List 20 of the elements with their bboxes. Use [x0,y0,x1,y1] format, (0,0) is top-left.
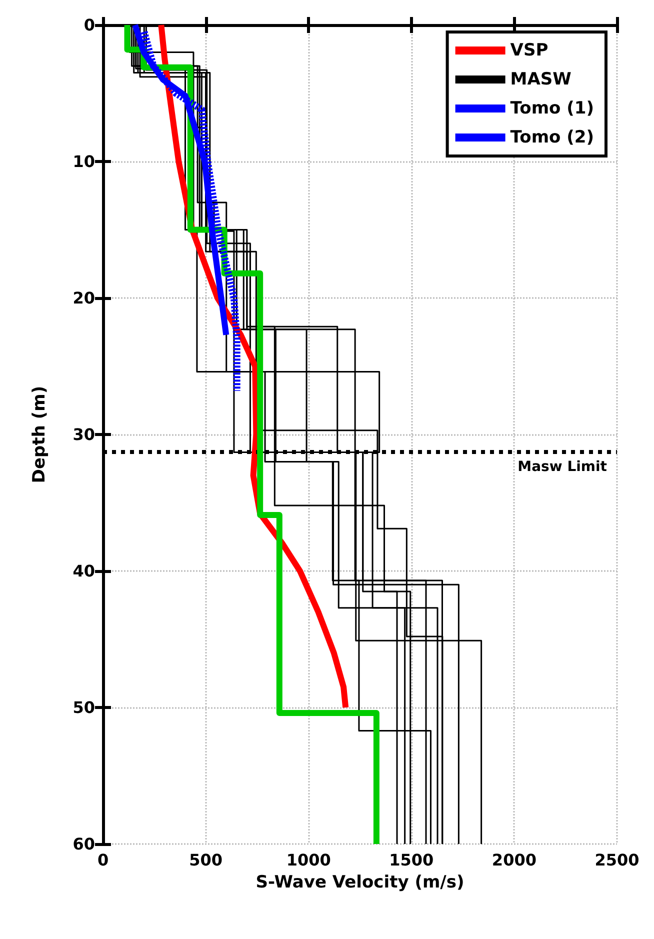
x-axis-title: S-Wave Velocity (m/s) [256,872,464,892]
ref-line-label: Masw Limit [518,459,608,476]
y-tick-label: 10 [72,152,95,171]
y-axis-title: Depth (m) [30,386,50,484]
legend-label: Tomo (2) [510,128,594,148]
x-tick-label: 1500 [389,850,434,870]
x-tick-label: 0 [97,850,109,870]
y-tick-label: 50 [72,698,95,717]
y-tick-label: 60 [72,834,95,854]
x-tick-label: 2000 [492,850,536,870]
x-tick-label: 500 [189,850,223,870]
y-tick-label: 0 [84,16,95,34]
x-tick-label: 2500 [594,850,640,870]
legend-label: VSP [510,40,548,60]
legend-label: MASW [510,70,572,90]
y-tick-label: 40 [72,562,95,580]
x-tick-label: 1000 [286,850,331,870]
legend-label: Tomo (1) [510,98,594,118]
y-tick-label: 30 [72,425,95,444]
y-tick-label: 20 [72,288,95,308]
